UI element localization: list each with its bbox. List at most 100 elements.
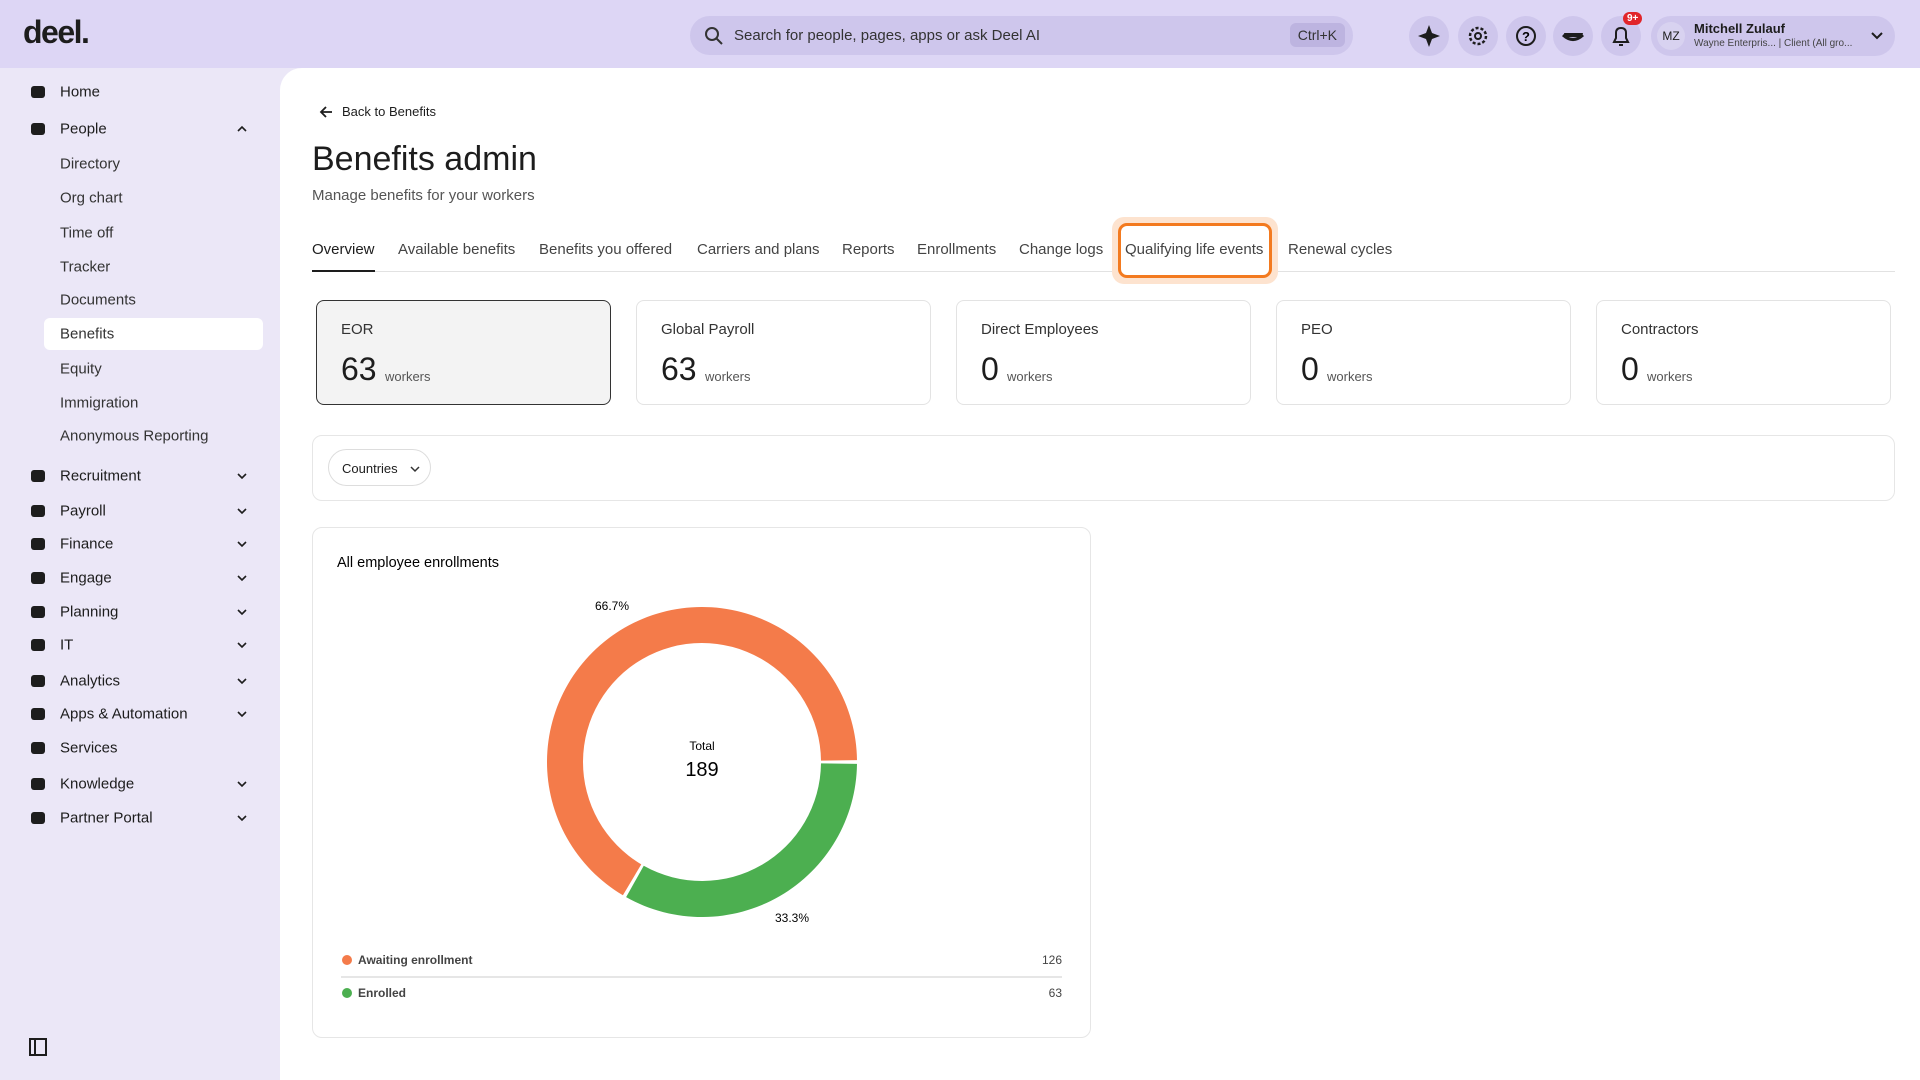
worker-card[interactable]: Contractors 0 workers: [1596, 300, 1891, 405]
chevron[interactable]: [236, 675, 248, 687]
icon-shape: [31, 505, 45, 517]
nav-icon: [31, 572, 45, 584]
help-button[interactable]: ?: [1506, 16, 1546, 56]
chevron[interactable]: [236, 606, 248, 618]
nav-item[interactable]: Home: [60, 83, 101, 101]
tab[interactable]: Reports: [842, 241, 895, 258]
card-label: Global Payroll: [661, 321, 755, 338]
nav-item[interactable]: IT: [60, 636, 74, 654]
nav-subitem[interactable]: Time off: [60, 224, 114, 242]
logo[interactable]: deel.: [23, 14, 90, 50]
tab[interactable]: Enrollments: [917, 241, 997, 258]
selected-item-bg: [44, 318, 263, 350]
back-link[interactable]: Back to Benefits: [342, 104, 436, 119]
tab[interactable]: Benefits you offered: [539, 241, 673, 258]
nav-subitem[interactable]: Directory: [60, 155, 121, 173]
icon-shape: [31, 778, 45, 790]
chevron[interactable]: [236, 639, 248, 651]
page-subtitle: Manage benefits for your workers: [312, 187, 535, 204]
nav-item[interactable]: Services: [60, 739, 118, 757]
tab[interactable]: Renewal cycles: [1288, 241, 1393, 258]
chevron-path: [237, 541, 247, 548]
chevron[interactable]: [236, 708, 248, 720]
nav-item[interactable]: Planning: [60, 603, 119, 621]
card-label: PEO: [1301, 321, 1333, 338]
nav-item[interactable]: Finance: [60, 535, 114, 553]
nav-icon: [31, 86, 45, 98]
page-title: Benefits admin: [312, 140, 537, 178]
nav-subitem[interactable]: Org chart: [60, 189, 123, 207]
chevron[interactable]: [236, 538, 248, 550]
worker-card[interactable]: Direct Employees 0 workers: [956, 300, 1251, 405]
chevron-path: [237, 678, 247, 685]
user-menu[interactable]: MZ Mitchell Zulauf Wayne Enterpris... | …: [1651, 16, 1895, 56]
settings-button[interactable]: [1458, 16, 1498, 56]
privacy-button[interactable]: [1553, 16, 1593, 56]
filter-label: Countries: [342, 461, 398, 476]
chevron-path: [237, 508, 247, 515]
icon-shape: [31, 812, 45, 824]
nav-item[interactable]: Payroll: [60, 502, 106, 520]
chevron: [410, 466, 420, 473]
icon-shape: [31, 123, 45, 135]
nav-item[interactable]: Partner Portal: [60, 809, 153, 827]
chevron[interactable]: [236, 778, 248, 790]
card-count: 0: [1621, 351, 1639, 387]
worker-card[interactable]: Global Payroll 63 workers: [636, 300, 931, 405]
card-unit: workers: [1007, 369, 1053, 384]
search-placeholder: Search for people, pages, apps or ask De…: [734, 27, 1041, 44]
tab-divider: [312, 271, 1895, 272]
nav-subitem[interactable]: Benefits: [60, 325, 115, 343]
card-unit: workers: [705, 369, 751, 384]
collapse-sidebar[interactable]: [28, 1037, 48, 1057]
nav-subitem[interactable]: Equity: [60, 360, 102, 378]
nav-icon: [31, 470, 45, 482]
search-bar[interactable]: Search for people, pages, apps or ask De…: [690, 16, 1353, 55]
card-unit: workers: [1327, 369, 1373, 384]
shortcut: Ctrl+K: [1289, 23, 1345, 47]
chevron[interactable]: [236, 470, 248, 482]
nav-item[interactable]: Engage: [60, 569, 112, 587]
nav-item[interactable]: Analytics: [60, 672, 121, 690]
card-label: EOR: [341, 321, 374, 338]
avatar: MZ: [1657, 22, 1685, 50]
nav-icon: [31, 708, 45, 720]
nav-item[interactable]: Knowledge: [60, 775, 135, 793]
nav-item[interactable]: Apps & Automation: [60, 705, 188, 723]
chevron[interactable]: [236, 812, 248, 824]
icon-shape: [31, 86, 45, 98]
card-label: Contractors: [1621, 321, 1699, 338]
nav-item[interactable]: Recruitment: [60, 467, 141, 485]
chevron-path: [237, 642, 247, 649]
chevron: [1871, 32, 1883, 40]
icon-shape: [31, 742, 45, 754]
chevron[interactable]: [236, 572, 248, 584]
chevron-path: [237, 711, 247, 718]
nav-subitem[interactable]: Anonymous Reporting: [60, 427, 209, 445]
tab[interactable]: Carriers and plans: [697, 241, 820, 258]
chevron[interactable]: [236, 123, 248, 135]
tab[interactable]: Qualifying life events: [1125, 241, 1264, 258]
card-count: 63: [661, 351, 697, 387]
chevron-path: [237, 575, 247, 582]
countries-filter[interactable]: Countries: [328, 449, 431, 486]
tab[interactable]: Overview: [312, 241, 375, 258]
search-icon: [705, 27, 723, 45]
tab[interactable]: Available benefits: [398, 241, 516, 258]
nav-subitem[interactable]: Tracker: [60, 258, 111, 276]
chevron-path: [237, 125, 247, 132]
nav-icon: [31, 639, 45, 651]
nav-subitem[interactable]: Immigration: [60, 394, 139, 412]
ai-button[interactable]: [1409, 16, 1449, 56]
icon-shape: [31, 538, 45, 550]
worker-card[interactable]: EOR 63 workers: [316, 300, 611, 405]
nav-icon: [31, 812, 45, 824]
chevron[interactable]: [236, 505, 248, 517]
worker-card[interactable]: PEO 0 workers: [1276, 300, 1571, 405]
chevron-path: [237, 781, 247, 788]
nav-subitem[interactable]: Documents: [60, 291, 136, 309]
tab[interactable]: Change logs: [1019, 241, 1104, 258]
icon-shape: [31, 572, 45, 584]
nav-icon: [31, 742, 45, 754]
nav-item[interactable]: People: [60, 120, 107, 138]
